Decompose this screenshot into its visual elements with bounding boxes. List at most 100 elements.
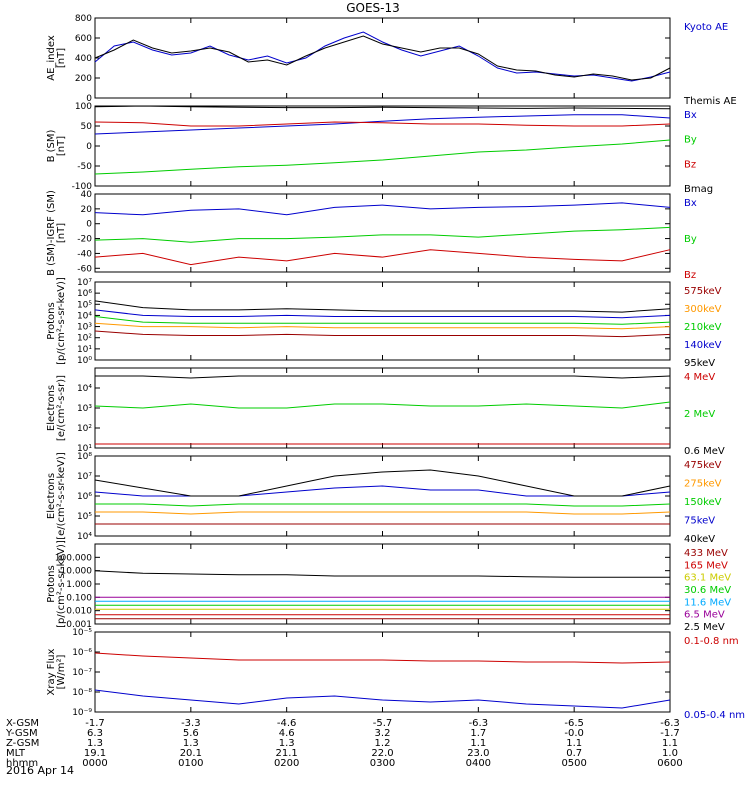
series-line bbox=[95, 511, 671, 515]
x-axis-value: 0.7 bbox=[566, 748, 582, 759]
series-line bbox=[94, 114, 671, 135]
y-tick-label: 0.010 bbox=[66, 607, 92, 617]
x-axis-value: 1.3 bbox=[183, 738, 199, 749]
series-line bbox=[94, 300, 671, 313]
y-axis-label: [nT] bbox=[56, 136, 67, 156]
series-line bbox=[94, 35, 671, 81]
y-tick-label: 100 bbox=[75, 102, 92, 112]
series-line bbox=[94, 121, 671, 127]
x-axis-value: 1.0 bbox=[662, 748, 678, 759]
y-tick-label: 10⁴ bbox=[77, 384, 92, 394]
y-tick-label: 0 bbox=[86, 220, 92, 230]
x-axis-value: 6.3 bbox=[87, 728, 103, 739]
y-tick-label: 10² bbox=[77, 334, 92, 344]
x-axis-value: 22.0 bbox=[371, 748, 393, 759]
y-tick-label: 10⁶ bbox=[77, 289, 92, 299]
x-axis-value: 1.1 bbox=[470, 738, 486, 749]
legend-entry: 0.1-0.8 nm bbox=[684, 636, 739, 647]
x-axis-value: 21.1 bbox=[276, 748, 298, 759]
series-line bbox=[94, 570, 670, 578]
x-axis-value: 4.6 bbox=[279, 728, 295, 739]
x-axis-value: 5.6 bbox=[183, 728, 199, 739]
y-tick-label: 10⁴ bbox=[77, 532, 92, 542]
y-axis-label: Protons bbox=[46, 565, 57, 602]
x-row-label: Y-GSM bbox=[5, 728, 38, 739]
panel-frame bbox=[94, 367, 671, 449]
series-line bbox=[95, 503, 671, 507]
legend-entry: 63.1 MeV bbox=[684, 573, 731, 584]
legend-entry: 2 MeV bbox=[684, 409, 715, 420]
y-tick-label: 10⁻⁹ bbox=[72, 708, 92, 718]
y-axis-label: [p/(cm²-s-sr-keV)] bbox=[56, 277, 67, 365]
y-tick-label: 10⁴ bbox=[77, 311, 92, 321]
panel-frame bbox=[94, 543, 671, 625]
x-axis-value: -6.5 bbox=[564, 718, 584, 729]
y-tick-label: 10⁻⁵ bbox=[72, 628, 92, 638]
x-axis-value: 1.1 bbox=[566, 738, 582, 749]
legend-entry: Bz bbox=[684, 159, 696, 170]
x-axis-value: -6.3 bbox=[660, 718, 680, 729]
series-line bbox=[94, 322, 671, 330]
x-axis-value: -6.3 bbox=[469, 718, 489, 729]
legend-entry: 75keV bbox=[684, 516, 715, 527]
legend-entry: By bbox=[684, 135, 697, 146]
x-axis-value: -4.6 bbox=[277, 718, 297, 729]
y-tick-label: 10³ bbox=[77, 323, 92, 333]
legend-entry: 4 MeV bbox=[684, 372, 715, 383]
panel-5: 10¹ 10² 10³ 10⁴ Electrons [e/(cm²-s-sr)] 4 MeV… bbox=[46, 367, 725, 457]
panel-3: -60 -40 -20 0 20 40 B (SM)-IGRF (SM) [nT] Bx By Bz bbox=[46, 190, 697, 281]
y-axis-label: Xray Flux bbox=[46, 648, 57, 695]
y-axis-label: Electrons bbox=[46, 385, 57, 431]
x-row-label: hhmm bbox=[6, 758, 38, 769]
x-row-label: Z-GSM bbox=[6, 738, 39, 749]
panel-1: 0 200 400 600 800 AE_index [nT] Kyoto AE Themis … bbox=[46, 14, 737, 107]
y-tick-label: 10⁷ bbox=[77, 472, 92, 482]
series-line bbox=[94, 401, 671, 409]
series-line bbox=[94, 652, 671, 664]
y-tick-label: 10⁻⁸ bbox=[72, 688, 92, 698]
legend-entry: 11.6 MeV bbox=[684, 597, 731, 608]
x-axis-value: 0500 bbox=[561, 758, 586, 769]
y-tick-label: 10¹ bbox=[77, 345, 92, 355]
x-axis-value: 0400 bbox=[466, 758, 491, 769]
legend-entry: Bz bbox=[684, 270, 696, 281]
y-tick-label: 10⁵ bbox=[77, 512, 92, 522]
series-line bbox=[95, 375, 671, 379]
y-tick-label: 1.000 bbox=[66, 580, 92, 590]
legend-entry: 475keV bbox=[684, 460, 722, 471]
legend-entry: 0.6 MeV bbox=[684, 446, 725, 457]
x-row-label: MLT bbox=[6, 748, 26, 759]
y-tick-label: 10⁰ bbox=[77, 356, 92, 366]
legend-entry: Bmag bbox=[684, 184, 713, 195]
series-line bbox=[94, 139, 671, 175]
y-tick-label: 10² bbox=[77, 424, 92, 434]
x-axis-value: 1.7 bbox=[470, 728, 486, 739]
series-line bbox=[94, 249, 671, 266]
legend-entry: 0.05-0.4 nm bbox=[684, 710, 745, 721]
x-axis-value: -1.7 bbox=[85, 718, 105, 729]
x-axis-value: 1.3 bbox=[87, 738, 103, 749]
y-axis-label: B (SM) bbox=[46, 129, 57, 162]
legend-entry: 150keV bbox=[684, 497, 722, 508]
series-line bbox=[94, 226, 671, 243]
y-tick-label: 800 bbox=[75, 14, 92, 24]
legend-entry: 2.5 MeV bbox=[684, 622, 725, 633]
legend-entry: 40keV bbox=[684, 534, 715, 545]
panel-6: 10⁴ 10⁵ 10⁶ 10⁷ 10⁸ Electrons [e/(cm²-s-sr-keV… bbox=[46, 452, 722, 545]
x-axis-value: 0300 bbox=[370, 758, 395, 769]
y-axis-label: Protons bbox=[46, 302, 57, 339]
series-line bbox=[94, 469, 671, 497]
legend-entry: 433 MeV bbox=[684, 548, 728, 559]
legend-entry: 300keV bbox=[684, 304, 722, 315]
legend-entry: 210keV bbox=[684, 322, 722, 333]
x-axis-value: 0100 bbox=[178, 758, 203, 769]
y-tick-label: 10⁶ bbox=[77, 492, 92, 502]
y-tick-label: -20 bbox=[77, 235, 92, 245]
y-tick-label: 10⁷ bbox=[77, 278, 92, 288]
x-axis-value: 20.1 bbox=[180, 748, 202, 759]
y-tick-label: 0 bbox=[86, 142, 92, 152]
legend-entry: Bx bbox=[684, 110, 697, 121]
